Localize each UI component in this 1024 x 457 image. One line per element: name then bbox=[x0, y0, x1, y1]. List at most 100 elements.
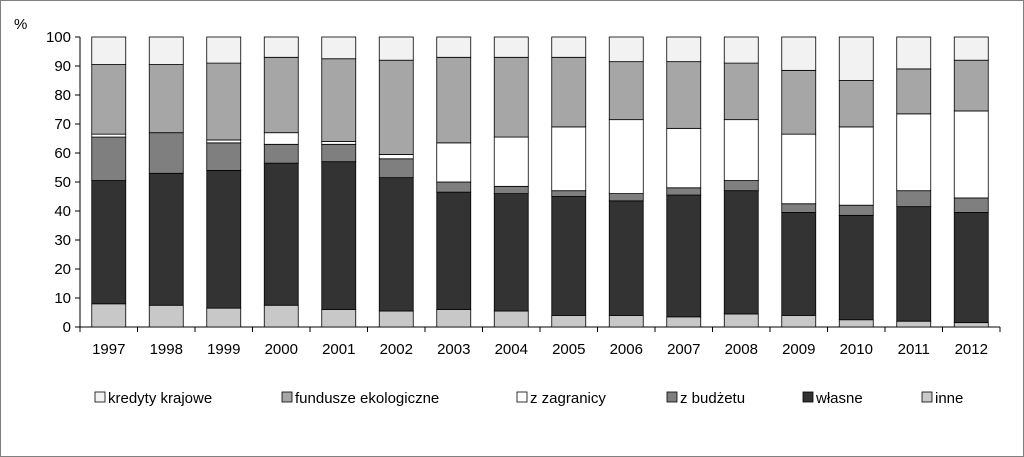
bar-segment bbox=[493, 36, 529, 58]
bar-segment bbox=[321, 143, 357, 163]
bar-segment bbox=[953, 197, 989, 213]
bar-segment bbox=[723, 190, 759, 315]
bar-segment bbox=[263, 132, 299, 145]
bar-segment bbox=[148, 36, 184, 65]
x-tick-label: 2006 bbox=[610, 341, 643, 358]
bar-segment bbox=[206, 142, 242, 171]
y-tick-label: 70 bbox=[54, 116, 71, 133]
bar-segment bbox=[91, 303, 127, 328]
bar-segment bbox=[321, 309, 357, 328]
bar-segment bbox=[666, 316, 702, 328]
bar-segment bbox=[896, 206, 932, 322]
bar-segment bbox=[838, 319, 874, 328]
bar-segment bbox=[91, 133, 127, 138]
bar-segment bbox=[781, 69, 817, 135]
legend-swatch bbox=[921, 391, 933, 403]
bar-segment bbox=[781, 36, 817, 71]
x-tick-label: 2005 bbox=[552, 341, 585, 358]
bar-segment bbox=[493, 185, 529, 195]
legend-label: kredyty krajowe bbox=[108, 390, 212, 407]
bar-segment bbox=[378, 310, 414, 328]
x-tick-label: 2011 bbox=[898, 341, 930, 358]
legend-swatch bbox=[94, 391, 106, 403]
bar-segment bbox=[551, 56, 587, 128]
bar-segment bbox=[781, 314, 817, 328]
bar-segment bbox=[608, 314, 644, 328]
bar-segment bbox=[608, 193, 644, 202]
bar-segment bbox=[838, 204, 874, 216]
bar-segment bbox=[91, 36, 127, 65]
bar-segment bbox=[148, 64, 184, 134]
y-tick-label: 10 bbox=[54, 290, 71, 307]
x-tick-label: 2007 bbox=[667, 341, 700, 358]
bar-segment bbox=[953, 212, 989, 324]
bar-segment bbox=[838, 36, 874, 81]
bar-segment bbox=[666, 187, 702, 196]
bar-segment bbox=[608, 61, 644, 121]
x-tick-label: 2010 bbox=[840, 341, 873, 358]
bar-segment bbox=[493, 56, 529, 138]
bar-segment bbox=[953, 59, 989, 112]
x-tick-label: 1999 bbox=[207, 341, 240, 358]
bar-segment bbox=[263, 304, 299, 328]
bar-segment bbox=[263, 143, 299, 164]
y-tick-label: 20 bbox=[54, 261, 71, 278]
bar-segment bbox=[436, 56, 472, 144]
bar-segment bbox=[91, 180, 127, 305]
bar-segment bbox=[378, 36, 414, 61]
bar-segment bbox=[378, 177, 414, 312]
y-tick-label: 40 bbox=[54, 203, 71, 220]
legend-label: z zagranicy bbox=[530, 390, 606, 407]
x-tick-label: 2004 bbox=[495, 341, 528, 358]
bar-segment bbox=[551, 190, 587, 197]
bar-segment bbox=[91, 64, 127, 135]
legend-label: fundusze ekologiczne bbox=[295, 390, 439, 407]
x-tick-label: 2002 bbox=[380, 341, 413, 358]
bar-segment bbox=[723, 62, 759, 121]
y-tick-label: 100 bbox=[46, 29, 71, 46]
bar-segment bbox=[436, 36, 472, 58]
bar-segment bbox=[378, 154, 414, 160]
bar-segment bbox=[781, 212, 817, 316]
bar-segment bbox=[206, 62, 242, 141]
bar-segment bbox=[953, 322, 989, 328]
x-tick-label: 2000 bbox=[265, 341, 298, 358]
bar-segment bbox=[666, 61, 702, 129]
bar-segment bbox=[91, 136, 127, 181]
bar-segment bbox=[206, 139, 242, 144]
bar-segment bbox=[263, 162, 299, 306]
bar-segment bbox=[493, 310, 529, 328]
x-tick-label: 2012 bbox=[955, 341, 988, 358]
y-tick-label: 80 bbox=[54, 87, 71, 104]
bar-segment bbox=[608, 200, 644, 316]
y-tick-label: 0 bbox=[63, 319, 71, 336]
y-tick-label: 30 bbox=[54, 232, 71, 249]
bar-segment bbox=[206, 307, 242, 328]
bar-segment bbox=[781, 203, 817, 213]
bar-segment bbox=[321, 161, 357, 310]
bar-segment bbox=[608, 119, 644, 194]
bar-segment bbox=[551, 314, 587, 328]
x-tick-label: 2003 bbox=[437, 341, 470, 358]
x-tick-label: 1998 bbox=[150, 341, 183, 358]
x-tick-label: 2008 bbox=[725, 341, 758, 358]
y-tick-label: 60 bbox=[54, 145, 71, 162]
bar-segment bbox=[436, 309, 472, 328]
bar-segment bbox=[723, 180, 759, 192]
bar-segment bbox=[493, 193, 529, 312]
bar-segment bbox=[781, 133, 817, 205]
bar-segment bbox=[551, 196, 587, 316]
bar-segment bbox=[148, 172, 184, 306]
legend-swatch bbox=[666, 391, 678, 403]
bar-segment bbox=[953, 36, 989, 61]
bar-segment bbox=[896, 36, 932, 70]
bar-segment bbox=[263, 36, 299, 58]
bar-segment bbox=[378, 158, 414, 179]
bar-segment bbox=[896, 320, 932, 328]
bar-segment bbox=[723, 119, 759, 181]
bar-segment bbox=[206, 169, 242, 309]
y-axis-label: % bbox=[14, 16, 27, 33]
bar-segment bbox=[493, 136, 529, 187]
bar-segment bbox=[896, 190, 932, 208]
